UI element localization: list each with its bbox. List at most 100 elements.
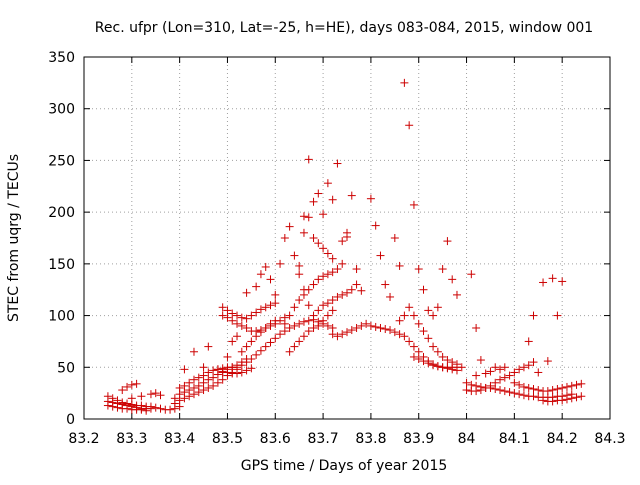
data-point xyxy=(228,337,237,346)
data-point xyxy=(419,357,428,366)
data-point xyxy=(438,352,447,361)
data-point xyxy=(118,386,127,395)
data-point xyxy=(390,234,399,242)
data-point xyxy=(180,365,189,374)
data-point xyxy=(261,323,270,332)
data-point xyxy=(156,404,165,413)
data-point xyxy=(319,210,328,219)
data-point xyxy=(252,282,261,291)
data-point xyxy=(366,194,375,203)
data-point xyxy=(304,155,313,164)
data-point xyxy=(314,321,323,330)
data-point xyxy=(233,332,242,341)
data-point xyxy=(328,254,337,263)
data-point xyxy=(271,299,280,308)
y-tick-label: 0 xyxy=(66,412,75,428)
data-point xyxy=(261,342,270,351)
data-point xyxy=(271,334,280,343)
x-tick-label: 83.2 xyxy=(68,431,99,447)
data-point xyxy=(256,270,265,279)
data-point xyxy=(457,363,466,372)
data-point xyxy=(405,121,414,130)
data-point xyxy=(333,265,342,274)
x-tick-label: 83.7 xyxy=(308,431,339,447)
data-point xyxy=(567,394,576,403)
data-point xyxy=(218,367,227,376)
data-point xyxy=(304,316,313,325)
data-point xyxy=(562,395,571,404)
x-tick-label: 83.9 xyxy=(403,431,434,447)
data-point xyxy=(185,386,194,395)
data-point xyxy=(276,330,285,339)
data-point xyxy=(510,378,519,387)
y-tick-label: 50 xyxy=(57,360,75,376)
data-point xyxy=(338,330,347,339)
data-point xyxy=(237,368,246,377)
data-point xyxy=(223,306,232,315)
data-point xyxy=(304,213,313,222)
data-point xyxy=(309,323,318,332)
data-point xyxy=(577,392,586,401)
data-point xyxy=(429,361,438,370)
data-point xyxy=(505,371,514,380)
data-point xyxy=(343,328,351,337)
data-point xyxy=(510,389,519,398)
data-point xyxy=(285,311,294,320)
data-point xyxy=(233,369,242,378)
y-tick-label: 250 xyxy=(48,153,75,169)
data-point xyxy=(261,303,270,312)
data-point xyxy=(381,325,390,334)
data-point xyxy=(548,397,557,406)
data-point xyxy=(395,261,404,270)
x-tick-label: 84 xyxy=(458,431,476,447)
data-point xyxy=(218,303,227,312)
data-point xyxy=(295,337,304,346)
data-point xyxy=(295,296,304,305)
y-tick-label: 200 xyxy=(48,205,75,221)
y-axis-label: STEC from uqrg / TECUs xyxy=(6,154,22,322)
data-point xyxy=(572,393,581,402)
data-point xyxy=(204,368,213,377)
data-point xyxy=(424,359,433,368)
data-point xyxy=(237,358,246,367)
data-point xyxy=(405,337,414,346)
data-point xyxy=(409,311,418,320)
data-point xyxy=(500,373,509,382)
data-point xyxy=(433,362,442,371)
data-point xyxy=(347,191,356,200)
data-point xyxy=(419,285,428,294)
y-tick-label: 150 xyxy=(48,257,75,273)
data-point xyxy=(529,392,538,401)
data-point xyxy=(295,261,304,270)
data-point xyxy=(280,327,289,336)
data-point xyxy=(304,285,313,294)
x-axis-label: GPS time / Days of year 2015 xyxy=(241,458,448,474)
data-point xyxy=(519,363,528,372)
data-point xyxy=(223,368,232,377)
data-point xyxy=(328,195,337,204)
data-point xyxy=(166,405,175,414)
data-point xyxy=(266,275,275,284)
data-point xyxy=(266,319,275,328)
data-point xyxy=(481,383,490,392)
x-tick-label: 83.3 xyxy=(116,431,147,447)
data-point xyxy=(323,321,332,330)
data-point xyxy=(323,270,332,279)
data-point xyxy=(539,396,548,405)
data-point xyxy=(333,159,342,168)
data-point xyxy=(414,319,423,328)
data-point xyxy=(333,292,342,301)
data-point xyxy=(443,356,452,365)
data-point xyxy=(424,306,433,315)
data-point xyxy=(543,357,552,366)
data-point xyxy=(500,363,509,372)
data-point xyxy=(376,323,385,332)
data-point xyxy=(553,311,562,320)
data-point xyxy=(352,323,361,332)
data-point xyxy=(295,270,304,279)
data-point xyxy=(519,391,528,400)
data-point xyxy=(103,401,112,410)
data-point xyxy=(113,403,122,412)
data-point xyxy=(314,239,323,248)
data-point xyxy=(424,334,433,343)
